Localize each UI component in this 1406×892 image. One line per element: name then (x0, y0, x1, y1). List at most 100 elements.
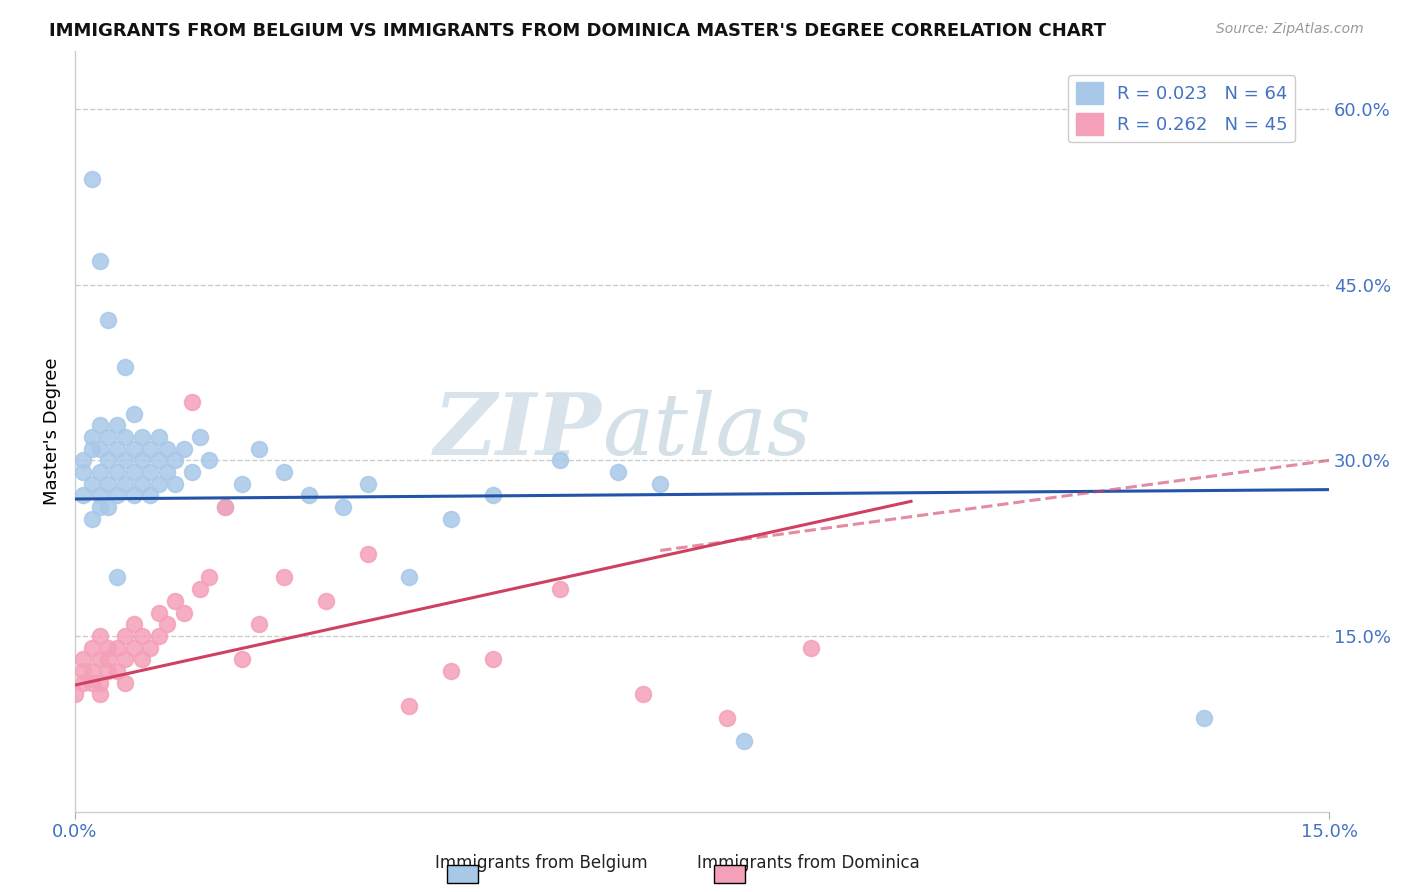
Point (733, 734, 755, 748)
Point (80, 476, 103, 491)
Point (114, 359, 136, 374)
Point (80, 430, 103, 444)
Point (190, 430, 212, 444)
Point (89, 254, 111, 268)
Point (89, 488, 111, 502)
Point (97, 500, 120, 515)
Point (105, 664, 128, 678)
Point (716, 711, 738, 725)
Point (72, 488, 94, 502)
Point (131, 476, 153, 491)
Point (165, 594, 187, 608)
Point (122, 465, 145, 479)
Point (97, 664, 120, 678)
Point (197, 453, 219, 467)
Point (72, 675, 94, 690)
Point (148, 430, 170, 444)
Point (80, 664, 103, 678)
Point (548, 582, 571, 596)
Point (89, 500, 111, 515)
Point (482, 488, 505, 502)
Y-axis label: Master's Degree: Master's Degree (44, 358, 60, 505)
Point (156, 465, 179, 479)
Point (105, 442, 128, 456)
Point (114, 652, 136, 666)
Point (214, 500, 236, 515)
Point (173, 442, 195, 456)
Point (156, 442, 179, 456)
Point (181, 394, 204, 409)
Point (247, 617, 270, 632)
Point (122, 640, 145, 655)
Point (114, 629, 136, 643)
Point (63, 688, 86, 702)
Point (105, 488, 128, 502)
Text: IMMIGRANTS FROM BELGIUM VS IMMIGRANTS FROM DOMINICA MASTER'S DEGREE CORRELATION : IMMIGRANTS FROM BELGIUM VS IMMIGRANTS FR… (49, 22, 1107, 40)
Point (298, 488, 321, 502)
Point (139, 488, 162, 502)
Point (1192, 711, 1215, 725)
Point (650, 476, 672, 491)
Point (97, 476, 120, 491)
Point (114, 476, 136, 491)
Point (156, 617, 179, 632)
Point (105, 570, 128, 584)
Point (89, 465, 111, 479)
Point (122, 488, 145, 502)
Point (148, 606, 170, 620)
Point (80, 512, 103, 526)
Text: atlas: atlas (602, 390, 811, 473)
Point (89, 688, 111, 702)
Text: Immigrants from Belgium: Immigrants from Belgium (434, 855, 648, 872)
Point (148, 453, 170, 467)
Point (131, 652, 153, 666)
Point (139, 640, 162, 655)
Point (440, 664, 463, 678)
Point (97, 313, 120, 327)
Point (315, 594, 337, 608)
Point (482, 652, 505, 666)
Point (89, 629, 111, 643)
Point (440, 512, 463, 526)
Point (72, 664, 94, 678)
Point (105, 640, 128, 655)
Point (122, 407, 145, 421)
Point (105, 465, 128, 479)
Point (139, 442, 162, 456)
Point (607, 465, 630, 479)
Point (131, 453, 153, 467)
Text: Source: ZipAtlas.com: Source: ZipAtlas.com (1216, 22, 1364, 37)
Point (105, 418, 128, 433)
Point (89, 652, 111, 666)
Point (89, 418, 111, 433)
Point (165, 476, 187, 491)
Point (97, 652, 120, 666)
Point (122, 617, 145, 632)
Point (122, 442, 145, 456)
Point (97, 640, 120, 655)
Point (548, 453, 571, 467)
Point (148, 629, 170, 643)
Point (273, 465, 295, 479)
Point (72, 453, 94, 467)
Point (633, 688, 655, 702)
Point (114, 430, 136, 444)
Point (72, 465, 94, 479)
Point (247, 442, 270, 456)
Point (89, 675, 111, 690)
Point (273, 570, 295, 584)
Text: Immigrants from Dominica: Immigrants from Dominica (697, 855, 920, 872)
Point (89, 442, 111, 456)
Point (80, 172, 103, 186)
Point (190, 582, 212, 596)
Point (80, 675, 103, 690)
Point (173, 606, 195, 620)
Point (181, 465, 204, 479)
Point (231, 652, 253, 666)
Text: ZIP: ZIP (434, 389, 602, 473)
Point (165, 453, 187, 467)
Point (131, 430, 153, 444)
Legend: R = 0.023   N = 64, R = 0.262   N = 45: R = 0.023 N = 64, R = 0.262 N = 45 (1069, 75, 1295, 143)
Point (398, 699, 420, 714)
Point (214, 500, 236, 515)
